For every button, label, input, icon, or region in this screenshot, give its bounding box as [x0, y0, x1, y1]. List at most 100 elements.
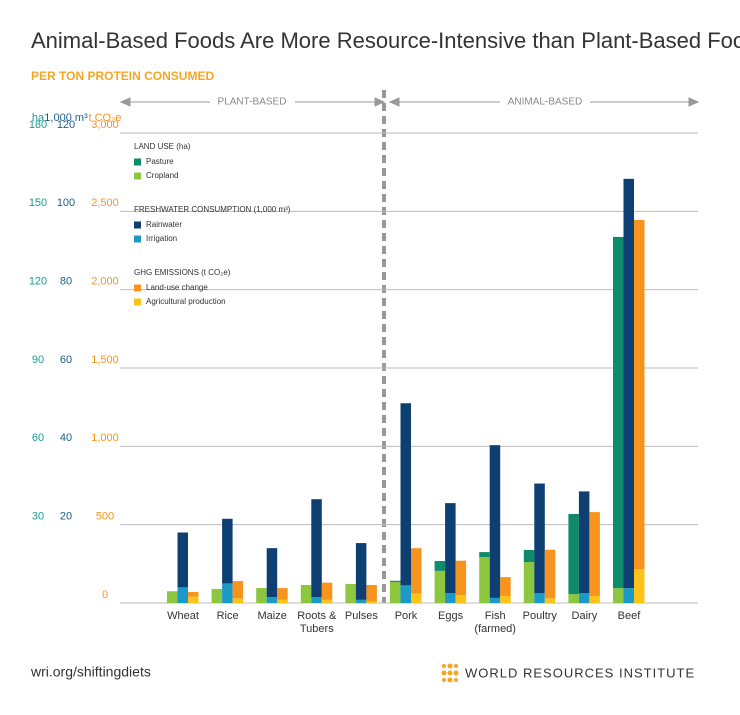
bar-segment — [455, 595, 467, 603]
x-tick-label: Poultry — [522, 610, 557, 622]
bar-segment — [277, 599, 288, 603]
bar-segment — [390, 580, 401, 583]
logo — [441, 663, 459, 683]
tick-label: 40 — [60, 432, 72, 444]
legend-swatch — [134, 172, 141, 180]
bar-segment — [222, 518, 233, 584]
bar-segment — [411, 548, 422, 594]
bar-segment — [311, 499, 322, 598]
legend-swatch — [134, 235, 141, 243]
x-tick-label: Beef — [617, 610, 641, 622]
x-tick-label: Fish (farmed) — [474, 610, 516, 635]
bar-segment — [321, 582, 333, 600]
tick-label: 60 — [32, 432, 44, 444]
tick-label: 150 — [29, 197, 47, 209]
bar-segment — [256, 588, 267, 603]
bar-segment — [177, 587, 188, 603]
bar-segment — [266, 548, 278, 598]
bar-segment — [434, 570, 446, 603]
section-label: PLANT-BASED — [218, 97, 287, 108]
bar-segment — [277, 588, 288, 600]
bar-segment — [500, 577, 511, 596]
footer-brand: WORLD RESOURCES INSTITUTE — [465, 665, 695, 680]
bar-segment — [211, 588, 223, 603]
bar-segment — [188, 596, 199, 603]
x-tick-label: Dairy — [571, 610, 598, 622]
tick-label: 3,000 — [91, 119, 119, 131]
legend-heading: LAND USE (ha) — [134, 142, 191, 151]
bar-segment — [568, 513, 579, 595]
legend-label: Irrigation — [146, 234, 177, 243]
bar-segment — [479, 552, 490, 558]
chart-title: Animal-Based Foods Are More Resource-Int… — [31, 28, 740, 53]
bar-segment — [177, 532, 188, 588]
tick-label: 120 — [29, 276, 47, 288]
legend-swatch — [134, 298, 141, 306]
bar-segment — [232, 598, 244, 603]
bar-segment — [366, 601, 377, 603]
bar-segment — [300, 584, 312, 603]
x-tick-label: Pulses — [344, 610, 378, 622]
x-tick-label: Pork — [394, 610, 418, 622]
bar-segment — [455, 560, 467, 596]
axis-label: t CO₂e — [89, 112, 122, 124]
legend-swatch — [134, 221, 141, 229]
x-tick-label: Roots & Tubers — [297, 610, 337, 635]
bar-segment — [232, 581, 244, 599]
bar-segment — [534, 483, 545, 594]
bar-segment — [445, 593, 456, 603]
bar-segment — [613, 588, 624, 603]
bar-segment — [500, 595, 511, 603]
x-tick-label: Eggs — [438, 610, 464, 622]
bar-segment — [523, 549, 535, 563]
legend-label: Rainwater — [146, 220, 182, 229]
bar-segment — [266, 597, 278, 603]
bar-segment — [345, 583, 356, 603]
bar-segment — [479, 557, 490, 603]
subtitle: PER TON PROTEIN CONSUMED — [31, 69, 214, 83]
legend-label: Cropland — [146, 171, 178, 180]
footer-url: wri.org/shiftingdiets — [30, 664, 151, 680]
x-tick-label: Rice — [216, 610, 239, 622]
bar-segment — [167, 591, 178, 603]
bar-segment — [568, 594, 579, 603]
legend-swatch — [134, 284, 141, 292]
bar-segment — [400, 585, 411, 603]
bar-segment — [623, 178, 634, 589]
x-tick-label: Maize — [257, 610, 287, 622]
bar-segment — [534, 593, 545, 603]
tick-label: 20 — [60, 511, 72, 523]
section-arrows — [119, 97, 700, 107]
bar-segment — [445, 503, 456, 594]
tick-label: 100 — [57, 197, 75, 209]
bar-segment — [544, 549, 556, 599]
bar-segment — [544, 598, 556, 603]
bar-segment — [321, 599, 333, 603]
bar-segment — [390, 582, 401, 603]
tick-label: 90 — [32, 354, 44, 366]
bar-segment — [188, 592, 199, 597]
bar-segment — [400, 403, 411, 586]
tick-label: 2,000 — [91, 276, 119, 288]
bar-segment — [355, 543, 367, 600]
bar-segment — [623, 588, 634, 603]
bar-segment — [634, 569, 645, 603]
bar-segment — [355, 599, 367, 603]
tick-label: 30 — [32, 511, 44, 523]
tick-label: 60 — [60, 354, 72, 366]
bar-segment — [589, 595, 600, 603]
tick-label: 0 — [102, 589, 108, 601]
bar-segment — [489, 445, 501, 598]
bar-segment — [434, 560, 446, 571]
axis-label: ha — [32, 112, 45, 124]
axis-label: 1,000 m³ — [44, 112, 88, 124]
bar-segment — [489, 597, 501, 603]
legend-label: Pasture — [146, 157, 174, 166]
bar-segment — [366, 584, 377, 602]
bar-segment — [523, 562, 535, 603]
tick-label: 180 — [29, 119, 47, 131]
legend-heading: FRESHWATER CONSUMPTION (1,000 m³) — [134, 205, 291, 214]
bar-segment — [634, 219, 645, 570]
